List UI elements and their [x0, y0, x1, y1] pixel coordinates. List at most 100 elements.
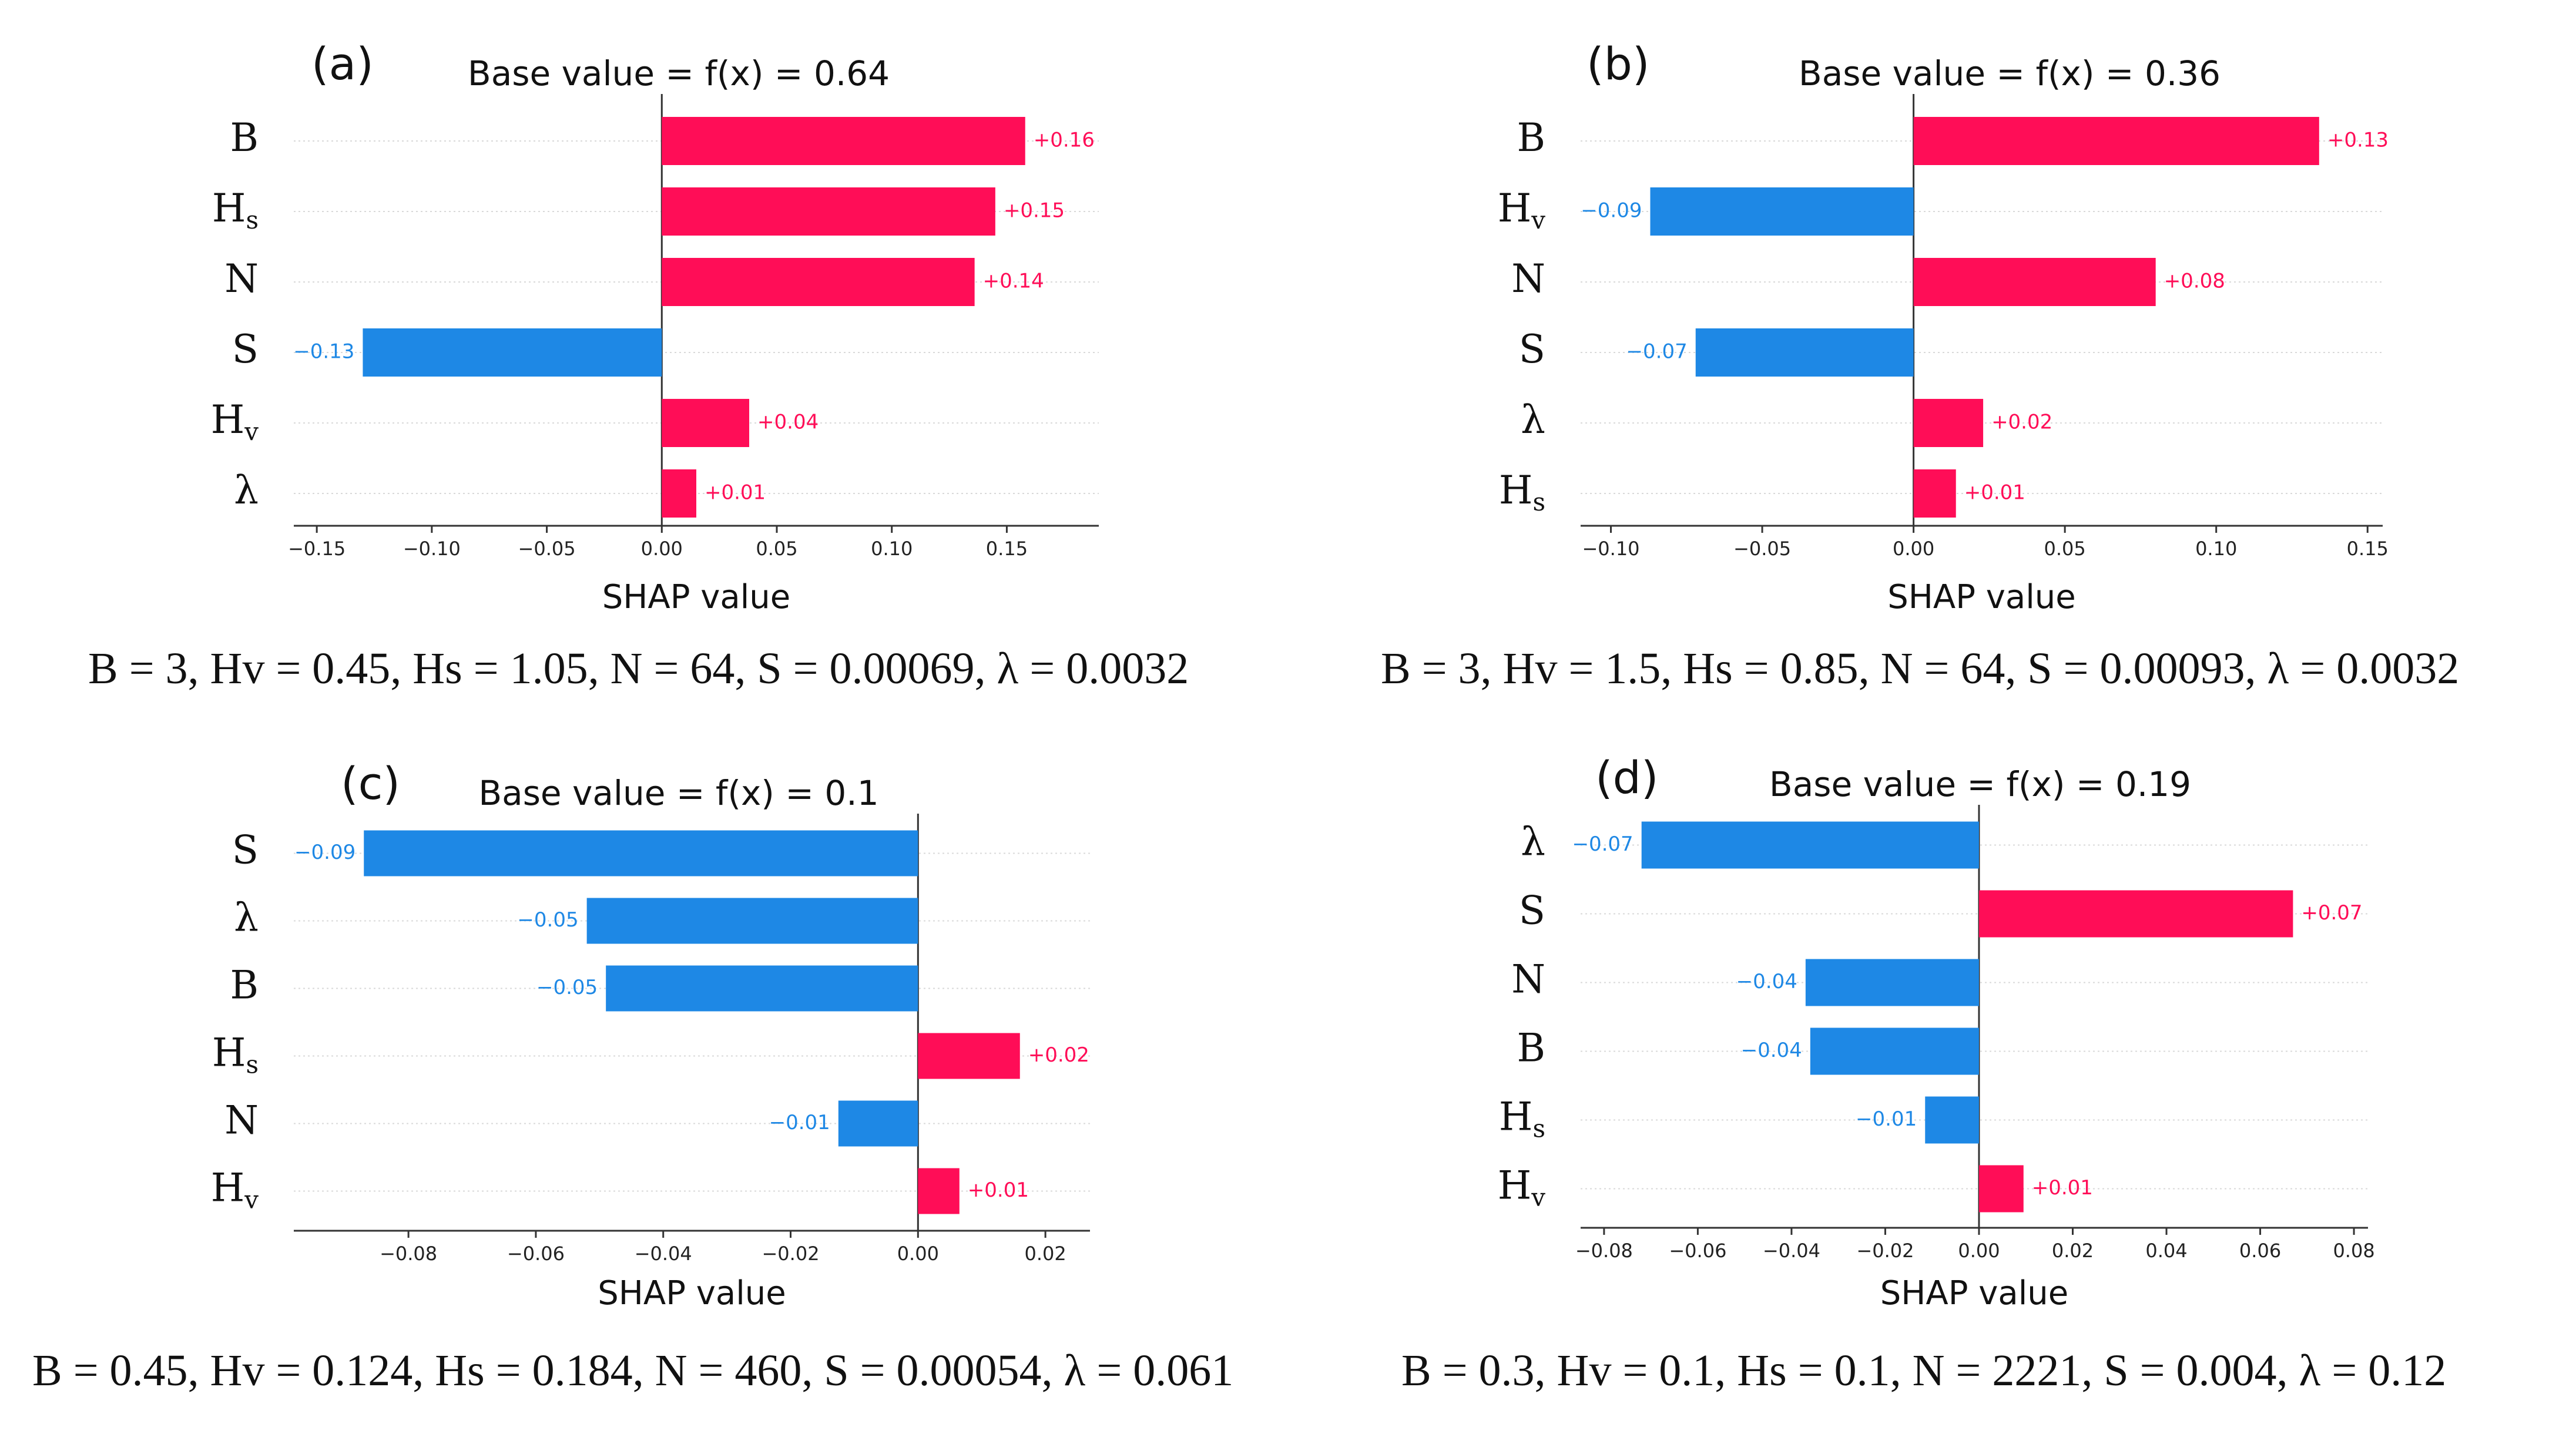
x-tick-label-d-0: −0.08 [1575, 1240, 1633, 1262]
value-label-b-2: +0.08 [2164, 270, 2225, 293]
bar-d-2 [1805, 959, 1979, 1006]
feature-label-a-0: B [230, 115, 259, 160]
feature-label-d-1: S [1519, 888, 1545, 933]
panel-letter-b: (b) [1586, 38, 1650, 90]
caption-d: B = 0.3, Hv = 0.1, Hs = 0.1, N = 2221, S… [1401, 1346, 2447, 1395]
x-tick-label-a-3: 0.00 [641, 538, 683, 560]
x-tick-label-b-0: −0.10 [1582, 538, 1639, 560]
x-tick-label-b-1: −0.05 [1733, 538, 1791, 560]
bar-b-4 [1913, 399, 1984, 447]
x-tick-label-c-0: −0.08 [380, 1242, 437, 1265]
feature-label-c-1: λ [234, 895, 259, 941]
bar-b-1 [1650, 187, 1914, 236]
value-label-a-5: +0.01 [705, 481, 766, 505]
bar-a-4 [662, 399, 750, 447]
feature-label-c-0: S [232, 828, 259, 873]
value-label-d-0: −0.07 [1572, 832, 1633, 856]
value-label-a-1: +0.15 [1004, 199, 1065, 223]
bar-c-1 [586, 898, 918, 944]
panel-letter-a: (a) [311, 38, 374, 90]
x-axis-label-d: SHAP value [1880, 1274, 2069, 1312]
feature-label-d-2: N [1511, 957, 1545, 1002]
value-label-d-5: +0.01 [2032, 1176, 2093, 1200]
feature-label-c-5: Hv [211, 1166, 259, 1214]
bar-d-3 [1810, 1027, 1979, 1075]
value-label-d-2: −0.04 [1736, 970, 1797, 993]
feature-label-d-0: λ [1521, 820, 1545, 865]
feature-label-a-4: Hv [211, 397, 259, 446]
bar-b-2 [1913, 258, 2156, 306]
x-tick-label-c-3: −0.02 [762, 1242, 819, 1265]
bar-a-3 [363, 328, 662, 377]
x-tick-label-c-4: 0.00 [897, 1242, 939, 1265]
value-label-d-1: +0.07 [2301, 901, 2362, 925]
x-tick-label-b-2: 0.00 [1893, 538, 1934, 560]
value-label-b-5: +0.01 [1964, 481, 2025, 505]
value-label-a-0: +0.16 [1034, 129, 1095, 152]
x-tick-label-a-4: 0.05 [756, 538, 797, 560]
x-tick-label-d-3: −0.02 [1856, 1240, 1914, 1262]
x-tick-label-b-4: 0.10 [2195, 538, 2237, 560]
feature-label-b-0: B [1517, 115, 1545, 160]
feature-label-b-1: Hv [1498, 186, 1546, 234]
x-axis-label-c: SHAP value [598, 1274, 786, 1312]
x-tick-label-c-5: 0.02 [1024, 1242, 1066, 1265]
caption-c: B = 0.45, Hv = 0.124, Hs = 0.184, N = 46… [32, 1346, 1234, 1395]
x-tick-label-d-5: 0.02 [2052, 1240, 2094, 1262]
x-tick-label-d-1: −0.06 [1669, 1240, 1726, 1262]
bar-c-0 [364, 830, 918, 876]
panel-letter-c: (c) [341, 757, 400, 810]
feature-label-c-2: B [230, 963, 259, 1008]
bar-d-4 [1925, 1096, 1979, 1144]
base-value-title-a: Base value = f(x) = 0.64 [468, 53, 890, 93]
x-tick-label-a-6: 0.15 [986, 538, 1028, 560]
value-label-d-4: −0.01 [1856, 1107, 1917, 1131]
x-tick-label-a-5: 0.10 [871, 538, 913, 560]
value-label-c-5: +0.01 [968, 1178, 1029, 1202]
x-tick-label-d-2: −0.04 [1763, 1240, 1820, 1262]
value-label-c-0: −0.09 [294, 841, 355, 864]
bar-c-4 [838, 1100, 918, 1147]
bar-d-1 [1978, 890, 2293, 938]
feature-label-a-5: λ [234, 468, 259, 513]
x-axis-label-a: SHAP value [602, 578, 791, 616]
value-label-b-0: +0.13 [2327, 129, 2389, 152]
bar-a-0 [662, 117, 1025, 165]
bar-a-1 [662, 187, 995, 236]
base-value-title-d: Base value = f(x) = 0.19 [1769, 764, 2191, 804]
value-label-c-4: −0.01 [769, 1111, 830, 1134]
base-value-title-b: Base value = f(x) = 0.36 [1799, 53, 2221, 93]
value-label-b-3: −0.07 [1626, 340, 1688, 364]
value-label-a-2: +0.14 [983, 270, 1044, 293]
bar-c-5 [918, 1168, 960, 1214]
x-tick-label-d-4: 0.00 [1958, 1240, 2000, 1262]
feature-label-c-4: N [224, 1098, 259, 1143]
bar-a-2 [662, 258, 975, 306]
feature-label-b-4: λ [1521, 397, 1545, 442]
x-tick-label-d-6: 0.04 [2145, 1240, 2187, 1262]
value-label-c-2: −0.05 [536, 976, 598, 999]
feature-label-d-4: Hs [1499, 1094, 1545, 1143]
x-axis-label-b: SHAP value [1887, 578, 2076, 616]
x-tick-label-d-8: 0.08 [2333, 1240, 2374, 1262]
x-tick-label-c-1: −0.06 [507, 1242, 565, 1265]
bar-c-2 [606, 965, 918, 1012]
value-label-b-1: −0.09 [1581, 199, 1642, 223]
feature-label-b-5: Hs [1499, 468, 1545, 516]
bar-b-3 [1695, 328, 1914, 377]
bar-b-0 [1913, 117, 2319, 165]
feature-label-d-5: Hv [1498, 1163, 1546, 1212]
value-label-c-1: −0.05 [517, 908, 578, 932]
bar-a-5 [662, 469, 696, 518]
value-label-d-3: −0.04 [1741, 1039, 1802, 1062]
x-tick-label-a-1: −0.10 [403, 538, 461, 560]
bar-d-5 [1978, 1165, 2024, 1213]
bar-b-5 [1913, 469, 1956, 518]
x-tick-label-a-2: −0.05 [518, 538, 576, 560]
caption-b: B = 3, Hv = 1.5, Hs = 0.85, N = 64, S = … [1381, 644, 2460, 693]
feature-label-d-3: B [1517, 1026, 1545, 1071]
bar-d-0 [1641, 821, 1979, 869]
